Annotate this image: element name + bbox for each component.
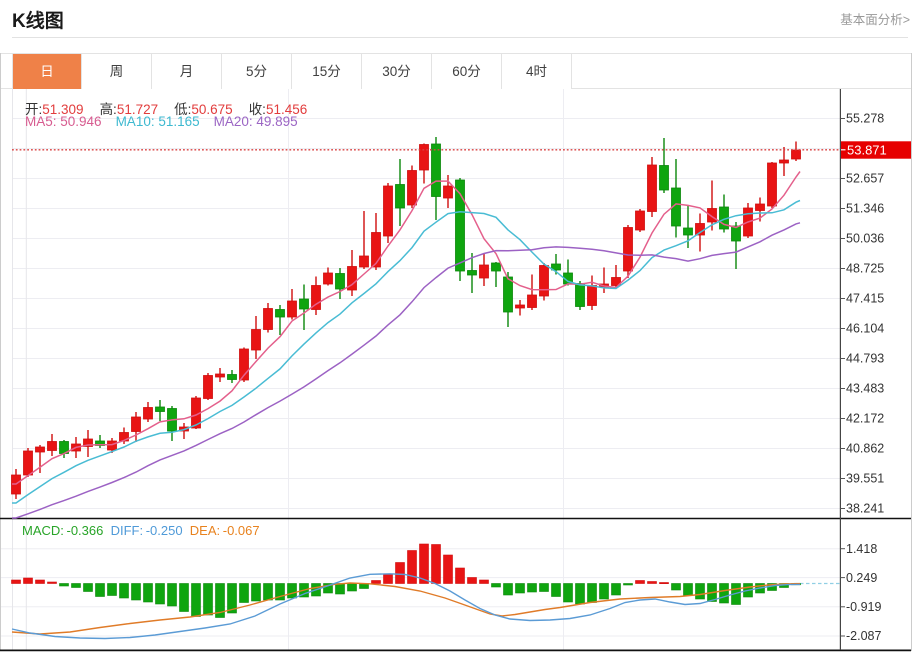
svg-text:39.551: 39.551 [846, 472, 884, 486]
svg-text:44.793: 44.793 [846, 352, 884, 366]
svg-text:51.346: 51.346 [846, 202, 884, 216]
svg-text:38.241: 38.241 [846, 502, 884, 516]
svg-text:43.483: 43.483 [846, 382, 884, 396]
svg-text:-0.919: -0.919 [846, 600, 881, 614]
svg-text:47.415: 47.415 [846, 292, 884, 306]
svg-text:48.725: 48.725 [846, 262, 884, 276]
svg-text:-2.087: -2.087 [846, 629, 881, 643]
svg-text:55.278: 55.278 [846, 112, 884, 126]
svg-text:46.104: 46.104 [846, 322, 884, 336]
svg-text:0.249: 0.249 [846, 571, 877, 585]
svg-text:53.871: 53.871 [847, 143, 887, 158]
svg-text:50.036: 50.036 [846, 232, 884, 246]
svg-text:1.418: 1.418 [846, 542, 877, 556]
svg-text:42.172: 42.172 [846, 412, 884, 426]
svg-text:52.657: 52.657 [846, 172, 884, 186]
svg-text:40.862: 40.862 [846, 442, 884, 456]
